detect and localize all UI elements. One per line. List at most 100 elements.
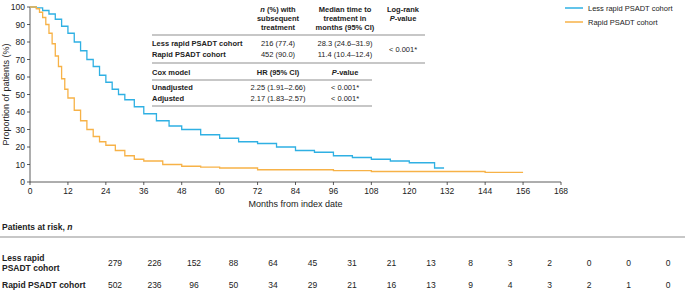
- risk-value: 152: [187, 258, 201, 268]
- tick-label-x: 132: [440, 186, 454, 196]
- tick-y: [27, 112, 30, 113]
- text-part: -value: [337, 68, 359, 77]
- table-header: HR (95% CI): [257, 68, 300, 77]
- table-header: treatment: [261, 23, 296, 32]
- tick-label-x: 120: [402, 186, 416, 196]
- tick-label-x: 72: [253, 186, 263, 196]
- tick-label-y: 80: [16, 37, 26, 47]
- table-rule: [0, 237, 685, 238]
- tick-label-x: 36: [139, 186, 149, 196]
- tick-x: [561, 182, 562, 185]
- tick-y: [27, 42, 30, 43]
- table-header: Log-rank: [387, 5, 420, 14]
- tick-y: [27, 164, 30, 165]
- tick-label-y: 50: [16, 90, 26, 100]
- axis-label-y: Proportion of patients (%): [1, 43, 11, 145]
- risk-row-label: Less rapid: [2, 253, 45, 263]
- risk-value: 21: [347, 280, 357, 290]
- tick-label-y: 100: [11, 2, 25, 12]
- risk-value: 3: [547, 280, 552, 290]
- risk-value: 34: [268, 280, 278, 290]
- tick-y: [27, 182, 30, 183]
- tick-label-y: 70: [16, 55, 26, 65]
- tick-label-x: 96: [329, 186, 339, 196]
- tick-x: [409, 182, 410, 185]
- table-rule: [152, 63, 425, 64]
- text-part: Log-rank: [387, 5, 420, 14]
- risk-value: 8: [468, 258, 473, 268]
- risk-value: 0: [666, 258, 671, 268]
- text-part: months (95% CI): [316, 23, 375, 32]
- risk-value: 0: [587, 258, 592, 268]
- chart: 0102030405060708090100012243648607284961…: [0, 0, 685, 301]
- tick-x: [105, 182, 106, 185]
- tick-x: [30, 182, 31, 185]
- tick-label-x: 168: [554, 186, 568, 196]
- text-italic: n: [67, 222, 72, 232]
- tick-label-x: 24: [101, 186, 111, 196]
- tick-x: [295, 182, 296, 185]
- tick-x: [181, 182, 182, 185]
- table-header: Median time to: [319, 5, 372, 14]
- plot-area: [30, 7, 523, 172]
- tick-x: [485, 182, 486, 185]
- legend-label: Less rapid PSADT cohort: [588, 4, 673, 13]
- text-part: -value: [395, 14, 417, 23]
- tick-x: [371, 182, 372, 185]
- table-cell: 452 (90.0): [261, 50, 296, 59]
- tick-x: [143, 182, 144, 185]
- tick-y: [27, 94, 30, 95]
- risk-value: 2: [547, 258, 552, 268]
- tick-label-x: 144: [478, 186, 492, 196]
- table-header: Cox model: [152, 68, 190, 77]
- table-header: P-value: [390, 14, 417, 23]
- text-part: Patients at risk,: [2, 222, 67, 232]
- legend-swatch: [565, 21, 583, 23]
- risk-table-title: Patients at risk, n: [2, 222, 72, 232]
- risk-value: 0: [666, 280, 671, 290]
- tick-label-y: 60: [16, 72, 26, 82]
- table-cell: < 0.001*: [331, 83, 359, 92]
- tick-label-y: 10: [16, 160, 26, 170]
- tick-y: [27, 129, 30, 130]
- tick-label-y: 90: [16, 20, 26, 30]
- table-row-label: Rapid PSADT cohort: [152, 50, 226, 59]
- risk-value: 31: [347, 258, 357, 268]
- risk-value: 16: [387, 280, 397, 290]
- risk-value: 1: [626, 280, 631, 290]
- table-cell: < 0.001*: [331, 94, 359, 103]
- tick-label-y: 30: [16, 125, 26, 135]
- table-row-label: Less rapid PSADT cohort: [152, 39, 243, 48]
- table-cell: 2.17 (1.83–2.57): [250, 94, 306, 103]
- risk-value: 64: [268, 258, 278, 268]
- risk-value: 88: [229, 258, 239, 268]
- text-part: treatment: [261, 23, 296, 32]
- text-part: subsequent: [257, 14, 300, 23]
- tick-x: [447, 182, 448, 185]
- tick-label-y: 40: [16, 107, 26, 117]
- tick-label-x: 0: [28, 186, 33, 196]
- table-header: n (%) with: [260, 5, 296, 14]
- tick-y: [27, 59, 30, 60]
- risk-value: 0: [626, 258, 631, 268]
- table-rule: [152, 80, 372, 81]
- text-part: Median time to: [319, 5, 372, 14]
- tick-label-x: 108: [364, 186, 378, 196]
- table-rule: [152, 106, 372, 107]
- table-cell: 28.3 (24.6–31.9): [317, 39, 373, 48]
- table-row-label: Unadjusted: [152, 83, 193, 92]
- tick-x: [333, 182, 334, 185]
- risk-value: 13: [426, 280, 436, 290]
- risk-value: 279: [108, 258, 122, 268]
- legend-swatch: [565, 7, 583, 9]
- table-header: P-value: [332, 68, 359, 77]
- risk-value: 21: [387, 258, 397, 268]
- tick-y: [27, 24, 30, 25]
- risk-value: 3: [508, 258, 513, 268]
- table-cell: 2.25 (1.91–2.66): [250, 83, 306, 92]
- table-cell: < 0.001*: [389, 45, 417, 54]
- text-part: treatment in: [324, 14, 367, 23]
- tick-label-y: 20: [16, 142, 26, 152]
- risk-value: 13: [426, 258, 436, 268]
- tick-label-y: 0: [20, 177, 25, 187]
